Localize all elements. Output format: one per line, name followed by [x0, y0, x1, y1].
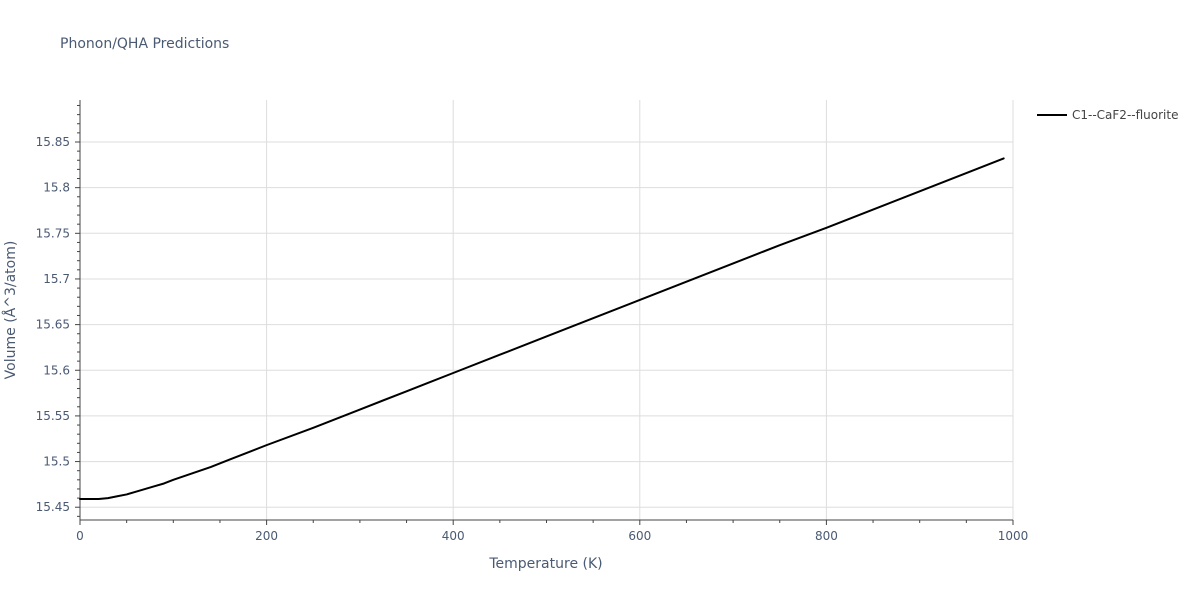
y-tick-label: 15.45 — [36, 500, 70, 514]
series-line[interactable] — [79, 157, 1005, 500]
y-tick-label: 15.8 — [43, 181, 70, 195]
x-tick-label: 200 — [255, 529, 278, 543]
chart-title: Phonon/QHA Predictions — [60, 36, 230, 52]
x-tick-label: 800 — [815, 529, 838, 543]
legend[interactable]: C1--CaF2--fluorite — [1037, 108, 1178, 122]
y-tick-label: 15.7 — [43, 272, 70, 286]
x-tick-label: 0 — [76, 529, 84, 543]
y-tick-label: 15.55 — [36, 409, 70, 423]
y-tick-label: 15.6 — [43, 363, 70, 377]
y-tick-label: 15.5 — [43, 455, 70, 469]
x-tick-label: 600 — [628, 529, 651, 543]
legend-label: C1--CaF2--fluorite — [1072, 108, 1178, 122]
y-tick-label: 15.75 — [36, 226, 70, 240]
grid-layer — [80, 100, 1014, 520]
series-layer — [79, 157, 1005, 500]
x-tick-label: 1000 — [998, 529, 1029, 543]
y-tick-label: 15.65 — [36, 318, 70, 332]
x-tick-label: 400 — [442, 529, 465, 543]
x-axis-title: Temperature (K) — [488, 556, 602, 572]
y-axis-title: Volume (Å^3/atom) — [2, 241, 19, 380]
axes-layer: 0 200 400 600 800 1000 15.45 15.5 15.55 15.6 15.65… — [36, 100, 1029, 543]
y-tick-label: 15.85 — [36, 135, 70, 149]
